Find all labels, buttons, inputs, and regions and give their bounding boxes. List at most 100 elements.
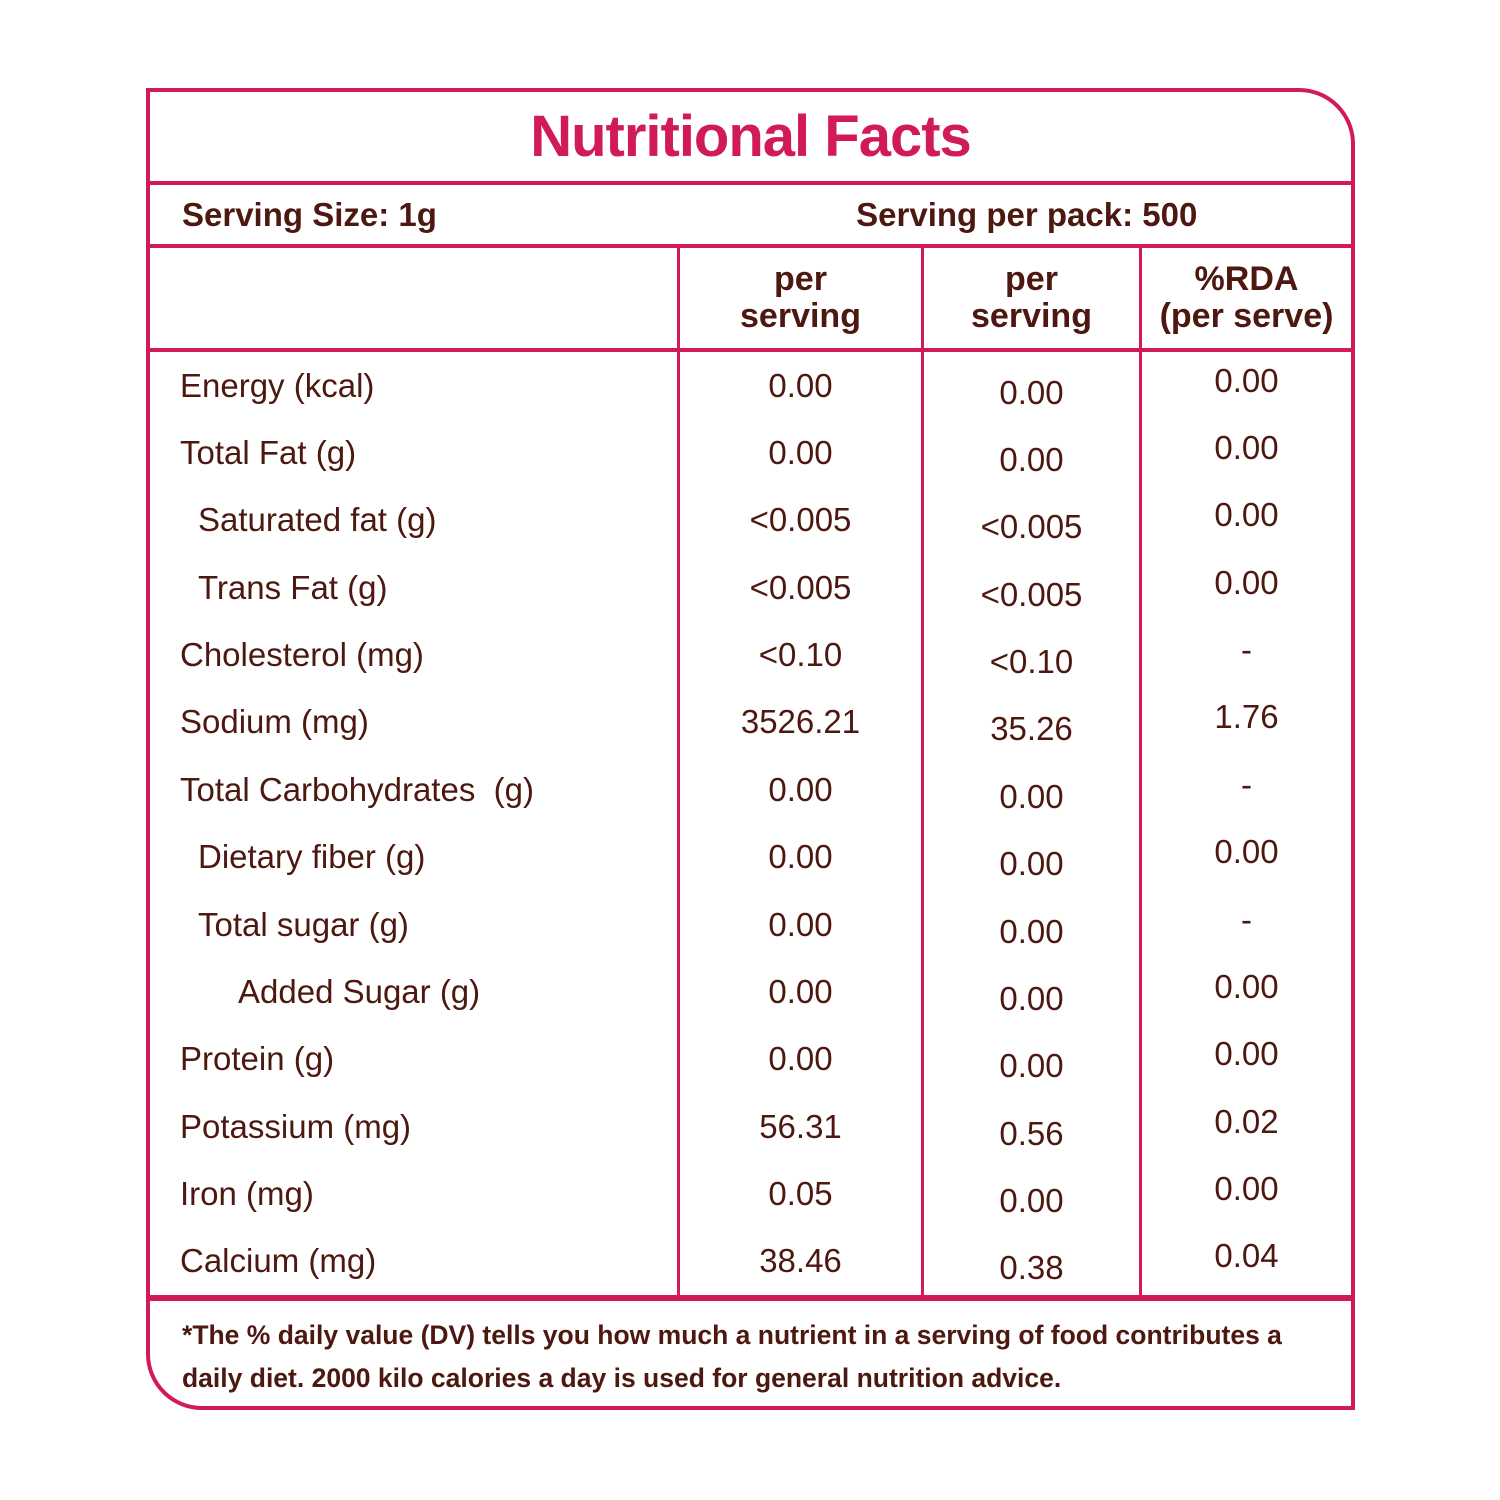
header-rda: %RDA (per serve) <box>1139 248 1351 348</box>
nutrient-row: Potassium (mg) 56.31 0.56 0.02 <box>150 1092 1351 1161</box>
value-per-serving-1: 0.00 <box>677 352 921 420</box>
value-per-serving-2-text: <0.10 <box>989 643 1074 681</box>
value-rda-text: 0.00 <box>1214 496 1279 534</box>
header-line: per <box>774 260 827 299</box>
value-per-serving-2: 0.56 <box>921 1092 1139 1161</box>
nutrient-table-body: Energy (kcal) 0.00 0.00 0.00 Total Fat (g) 0.… <box>150 352 1351 1296</box>
nutrient-label-text: Cholesterol (mg) <box>180 636 424 674</box>
nutrient-row: Energy (kcal) 0.00 0.00 0.00 <box>150 352 1351 420</box>
nutrient-label: Total Fat (g) <box>150 419 677 486</box>
value-per-serving-2: 0.38 <box>921 1227 1139 1296</box>
nutrient-label-text: Energy (kcal) <box>180 366 375 404</box>
value-per-serving-2-text: <0.005 <box>980 575 1083 613</box>
nutrient-label: Sodium (mg) <box>150 689 677 756</box>
value-per-serving-2-text: 0.00 <box>999 1181 1064 1219</box>
value-rda: - <box>1139 890 1351 959</box>
value-rda: 0.00 <box>1139 823 1351 891</box>
value-per-serving-2: 35.26 <box>921 688 1139 757</box>
nutrient-label: Iron (mg) <box>150 1160 677 1227</box>
value-per-serving-1: <0.005 <box>677 554 921 622</box>
value-rda: 0.00 <box>1139 419 1351 487</box>
value-per-serving-2-text: 0.00 <box>999 1047 1064 1085</box>
value-rda-text: 0.02 <box>1214 1102 1279 1140</box>
value-per-serving-2: <0.005 <box>921 486 1139 555</box>
header-line: per <box>1005 260 1058 299</box>
nutrient-label-text: Trans Fat (g) <box>198 568 388 606</box>
value-rda-text: 0.00 <box>1214 1035 1279 1073</box>
value-per-serving-1-text: 0.00 <box>768 838 833 876</box>
value-per-serving-1: 0.00 <box>677 890 921 959</box>
nutrient-row: Iron (mg) 0.05 0.00 0.00 <box>150 1160 1351 1228</box>
nutrient-label-text: Iron (mg) <box>180 1174 314 1212</box>
serving-per-pack-text: Serving per pack: 500 <box>856 195 1198 233</box>
nutrient-label-text: Total Carbohydrates (g) <box>180 770 534 808</box>
nutrient-row: Added Sugar (g) 0.00 0.00 0.00 <box>150 958 1351 1026</box>
value-rda-text: 0.00 <box>1214 833 1279 871</box>
value-per-serving-2: 0.00 <box>921 756 1139 824</box>
value-rda: - <box>1139 621 1351 689</box>
value-per-serving-2-text: 0.56 <box>999 1114 1064 1152</box>
value-per-serving-1: 38.46 <box>677 1227 921 1296</box>
nutrient-label: Total sugar (g) <box>150 891 677 958</box>
nutrient-label-text: Added Sugar (g) <box>238 972 481 1010</box>
value-per-serving-1-text: 0.00 <box>768 770 833 808</box>
value-per-serving-2-text: 0.00 <box>999 979 1064 1017</box>
nutrient-label-text: Total Fat (g) <box>180 434 357 472</box>
value-rda: - <box>1139 756 1351 824</box>
value-per-serving-1: 0.00 <box>677 1025 921 1093</box>
table-header-row: per serving per serving %RDA (per serve) <box>150 248 1351 352</box>
value-per-serving-2: <0.005 <box>921 554 1139 622</box>
value-rda-text: 0.00 <box>1214 967 1279 1005</box>
value-per-serving-2-text: 0.00 <box>999 777 1064 815</box>
value-rda: 0.04 <box>1139 1227 1351 1296</box>
header-line: %RDA <box>1194 260 1299 299</box>
value-per-serving-1: 0.05 <box>677 1160 921 1228</box>
value-per-serving-1-text: 56.31 <box>759 1107 842 1145</box>
nutrient-row: Total sugar (g) 0.00 0.00 - <box>150 890 1351 959</box>
value-rda: 0.00 <box>1139 352 1351 420</box>
nutrient-label: Dietary fiber (g) <box>150 824 677 891</box>
nutrient-row: Trans Fat (g) <0.005 <0.005 0.00 <box>150 554 1351 622</box>
header-per-serving-2: per serving <box>921 248 1139 348</box>
value-rda: 0.00 <box>1139 958 1351 1026</box>
nutrient-label: Potassium (mg) <box>150 1093 677 1160</box>
serving-size-text: Serving Size: 1g <box>182 195 437 233</box>
nutrient-label: Cholesterol (mg) <box>150 621 677 688</box>
value-per-serving-1-text: 0.05 <box>768 1174 833 1212</box>
nutrient-row: Protein (g) 0.00 0.00 0.00 <box>150 1025 1351 1093</box>
value-per-serving-1: <0.005 <box>677 486 921 555</box>
value-rda-text: 0.00 <box>1214 429 1279 467</box>
value-rda-text: - <box>1241 631 1252 669</box>
value-per-serving-1-text: 38.46 <box>759 1242 842 1280</box>
footnote-line: *The % daily value (DV) tells you how mu… <box>182 1320 1282 1350</box>
serving-info-row: Serving Size: 1g Serving per pack: 500 <box>150 185 1351 248</box>
value-per-serving-2: 0.00 <box>921 1025 1139 1093</box>
value-rda-text: 0.00 <box>1214 563 1279 601</box>
nutrient-label-text: Total sugar (g) <box>198 905 409 943</box>
value-rda-text: 0.00 <box>1214 1169 1279 1207</box>
nutrient-label-text: Sodium (mg) <box>180 703 369 741</box>
value-per-serving-1-text: 0.00 <box>768 972 833 1010</box>
nutrient-row: Saturated fat (g) <0.005 <0.005 0.00 <box>150 486 1351 555</box>
daily-value-footnote: *The % daily value (DV) tells you how mu… <box>150 1295 1351 1406</box>
value-rda-text: 0.00 <box>1214 361 1279 399</box>
nutrient-row: Sodium (mg) 3526.21 35.26 1.76 <box>150 688 1351 757</box>
header-line: serving <box>971 297 1092 335</box>
value-per-serving-2-text: 0.00 <box>999 373 1064 411</box>
value-per-serving-1-text: 0.00 <box>768 434 833 472</box>
value-per-serving-1-text: 3526.21 <box>740 703 861 741</box>
nutrient-label: Saturated fat (g) <box>150 487 677 554</box>
value-rda: 0.00 <box>1139 554 1351 622</box>
nutrient-label-text: Dietary fiber (g) <box>198 838 426 876</box>
nutrient-row: Calcium (mg) 38.46 0.38 0.04 <box>150 1227 1351 1296</box>
value-rda-text: 1.76 <box>1214 698 1279 736</box>
nutrient-row: Cholesterol (mg) <0.10 <0.10 - <box>150 621 1351 689</box>
value-per-serving-2-text: 0.38 <box>999 1249 1064 1287</box>
nutrient-label: Added Sugar (g) <box>150 958 677 1025</box>
nutrient-label-text: Calcium (mg) <box>180 1242 377 1280</box>
value-per-serving-1-text: <0.005 <box>749 501 852 539</box>
value-rda: 1.76 <box>1139 688 1351 757</box>
nutrient-label-text: Saturated fat (g) <box>198 501 437 539</box>
header-per-serving-1: per serving <box>677 248 921 348</box>
value-rda: 0.00 <box>1139 1025 1351 1093</box>
